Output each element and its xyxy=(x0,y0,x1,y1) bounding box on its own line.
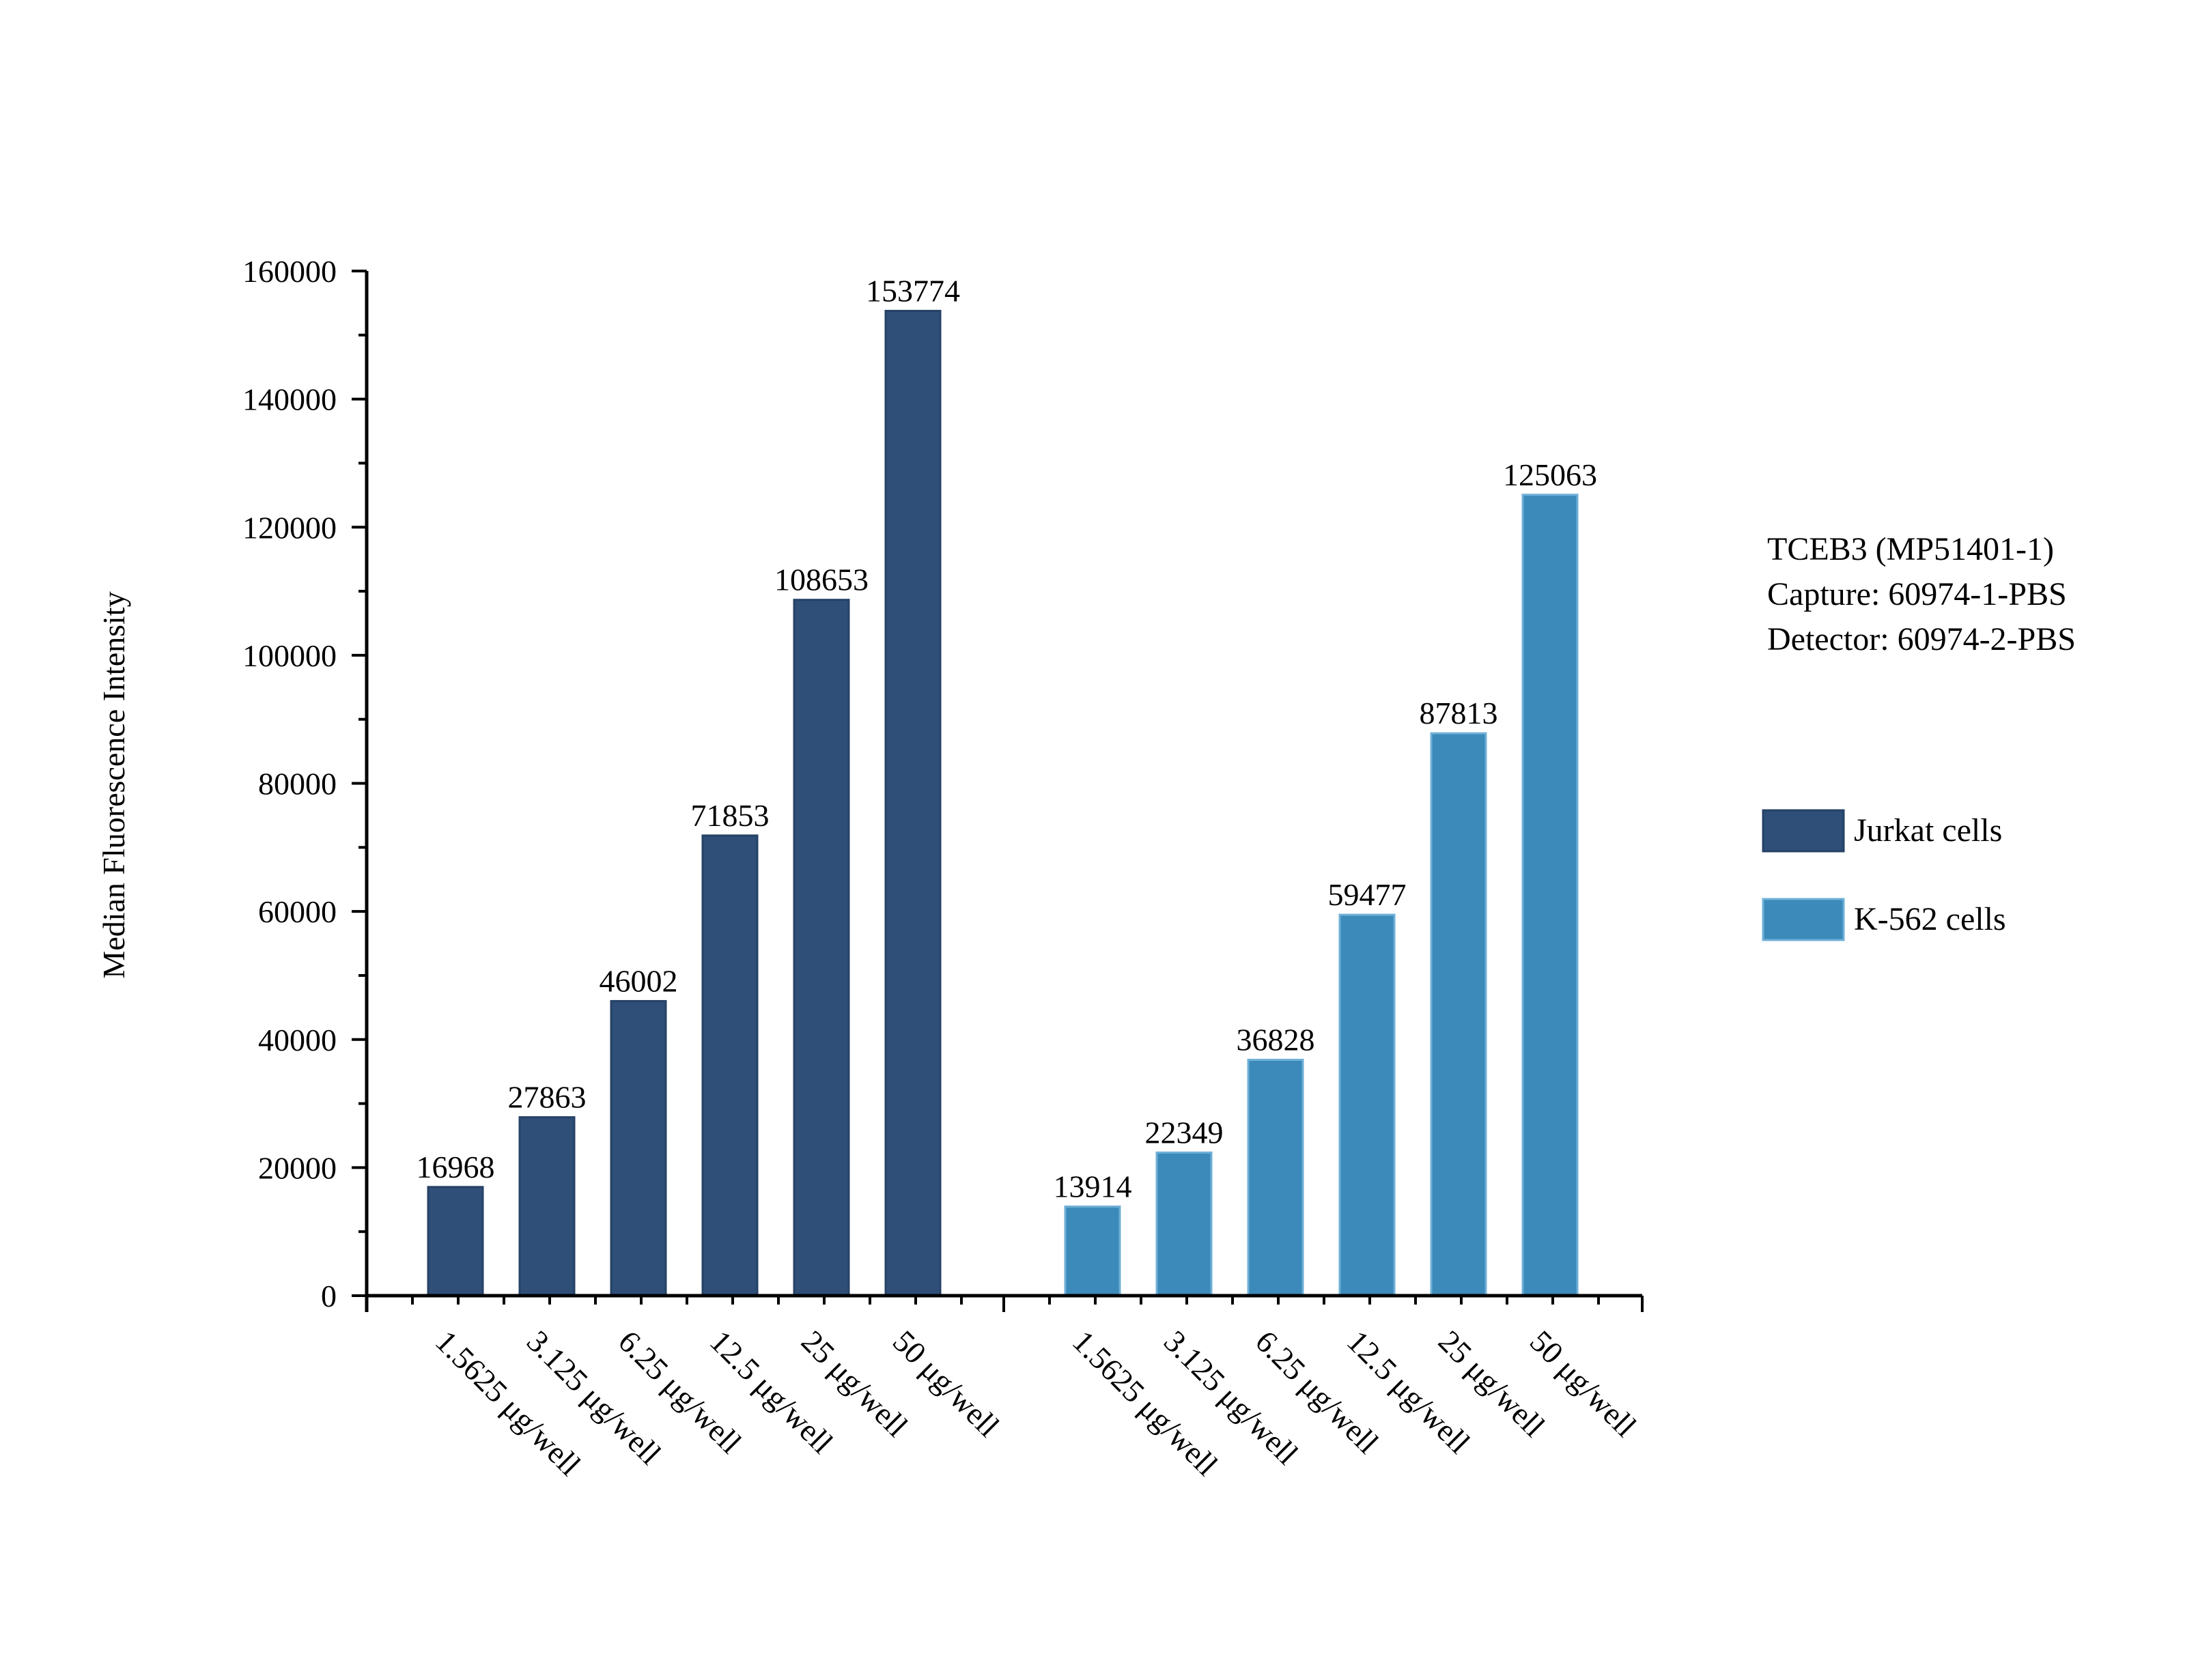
bar xyxy=(1155,1151,1213,1297)
y-tick-label: 20000 xyxy=(258,1150,337,1185)
axes-layer: 0 20000 40000 60000 80000 100000 120000 140000 1… xyxy=(242,254,1644,1313)
bar xyxy=(1521,494,1579,1297)
info-annotation: TCEB3 (MP51401-1) Capture: 60974-1-PBS Det… xyxy=(1767,531,2076,657)
legend-label: K-562 cells xyxy=(1854,901,2006,937)
data-label: 46002 xyxy=(600,963,678,998)
y-axis-title: Median Fluorescence Intensity xyxy=(96,591,131,978)
bar xyxy=(518,1116,576,1297)
data-label: 71853 xyxy=(691,798,770,833)
bar xyxy=(1430,732,1487,1297)
legend-label: Jurkat cells xyxy=(1854,812,2002,849)
y-tick-label: 80000 xyxy=(258,767,337,801)
bar xyxy=(610,999,667,1297)
legend-swatch xyxy=(1762,809,1845,853)
data-label: 59477 xyxy=(1328,877,1407,912)
bar xyxy=(427,1186,484,1297)
data-label: 36828 xyxy=(1237,1023,1315,1057)
data-label: 108653 xyxy=(774,563,869,597)
info-line: Capture: 60974-1-PBS xyxy=(1767,576,2067,612)
bar xyxy=(793,599,850,1297)
y-tick-label: 160000 xyxy=(242,254,337,289)
bar xyxy=(1247,1059,1304,1297)
y-tick-label: 120000 xyxy=(242,510,337,545)
bar xyxy=(1338,913,1396,1297)
data-label: 27863 xyxy=(508,1080,587,1115)
data-label: 125063 xyxy=(1503,457,1597,492)
bar xyxy=(701,834,759,1297)
data-labels-layer: 16968 27863 46002 71853 108653 153774 13914 223… xyxy=(417,273,1598,1204)
y-tick-label: 0 xyxy=(321,1279,337,1313)
y-tick-label: 60000 xyxy=(258,894,337,929)
y-tick-label: 40000 xyxy=(258,1023,337,1057)
bar xyxy=(1064,1205,1121,1297)
data-label: 87813 xyxy=(1420,696,1498,730)
info-line: Detector: 60974-2-PBS xyxy=(1767,621,2076,657)
info-line: TCEB3 (MP51401-1) xyxy=(1767,531,2054,567)
legend-swatch xyxy=(1762,898,1845,941)
data-label: 153774 xyxy=(866,273,960,308)
data-label: 16968 xyxy=(417,1150,495,1184)
bar xyxy=(884,309,942,1297)
legend: Jurkat cells K-562 cells xyxy=(1762,809,2006,941)
y-tick-label: 100000 xyxy=(242,638,337,673)
bars-layer xyxy=(427,309,1579,1297)
y-tick-label: 140000 xyxy=(242,382,337,417)
data-label: 13914 xyxy=(1054,1169,1132,1204)
data-label: 22349 xyxy=(1145,1115,1224,1150)
